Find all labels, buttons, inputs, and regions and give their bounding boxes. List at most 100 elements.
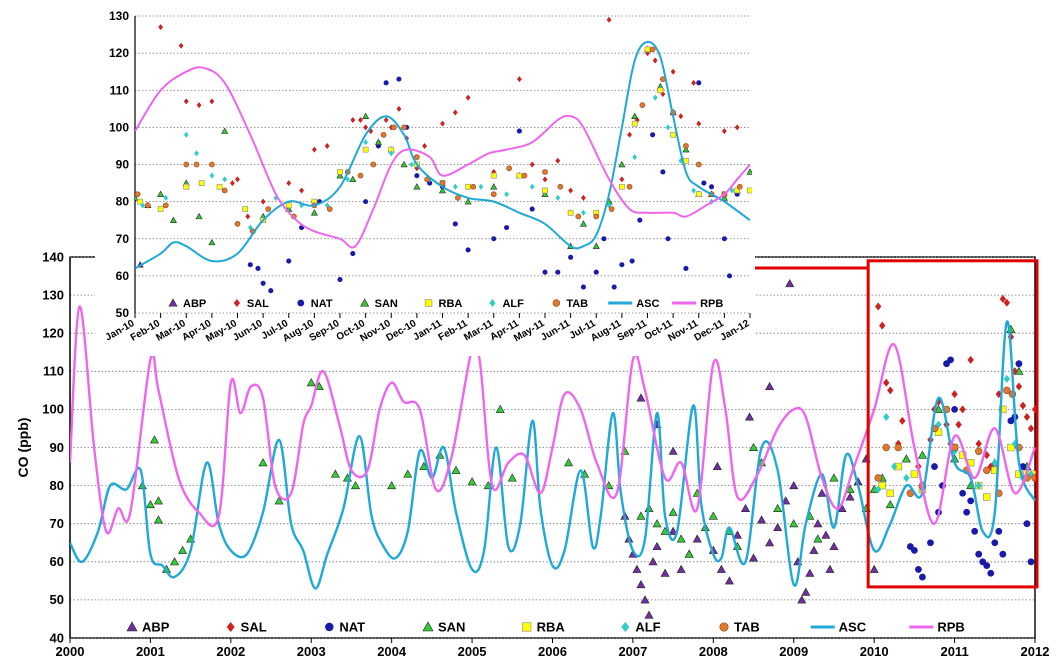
point-san <box>579 220 587 227</box>
point-abp <box>757 515 767 524</box>
legend-item-asc: ASC <box>608 298 660 310</box>
point-rba <box>198 180 205 186</box>
point-alf <box>388 150 394 157</box>
inset-chart: 5060708090100110120130Jan-10Feb-10Mar-10… <box>95 0 755 356</box>
line-asc <box>135 40 751 270</box>
point-rba <box>619 183 625 190</box>
point-san <box>773 503 783 512</box>
point-sal <box>516 76 522 83</box>
point-nat <box>286 258 292 264</box>
point-sal <box>959 405 966 414</box>
point-tab <box>874 474 882 482</box>
point-tab <box>649 46 656 53</box>
legend-label: RBA <box>537 620 566 635</box>
point-rba <box>337 169 343 175</box>
point-alf <box>1003 374 1011 383</box>
point-sal <box>975 439 982 448</box>
point-sal <box>452 109 458 116</box>
point-nat <box>504 225 510 231</box>
legend-item-sal: SAL <box>233 298 269 310</box>
line-asc <box>70 320 1037 590</box>
legend-label: TAB <box>566 298 588 310</box>
point-san <box>813 534 823 543</box>
point-nat <box>987 569 995 577</box>
point-sal <box>883 378 890 387</box>
legend-label: ABP <box>183 298 206 310</box>
point-nat <box>665 236 671 242</box>
highlight-box <box>866 259 1039 589</box>
x-tick-label: 2007 <box>618 644 647 659</box>
point-rba <box>216 183 223 190</box>
point-tab <box>390 124 397 131</box>
y-tick-label: 120 <box>109 46 129 60</box>
point-alf <box>183 131 189 138</box>
point-abp <box>712 461 722 471</box>
point-rba <box>183 183 190 190</box>
legend-item-alf: ALF <box>489 298 524 310</box>
point-abp <box>845 492 855 501</box>
point-alf <box>883 413 890 422</box>
legend-label: NAT <box>311 298 333 310</box>
point-abp <box>829 541 839 551</box>
point-abp <box>773 522 783 532</box>
point-nat <box>601 236 607 242</box>
point-abp <box>813 519 823 528</box>
point-sal <box>465 94 471 101</box>
point-san <box>336 172 344 179</box>
point-san <box>676 534 686 543</box>
legend-item-asc: ASC <box>810 620 867 635</box>
point-sal <box>874 302 882 311</box>
point-abp <box>648 557 658 566</box>
point-nat <box>931 463 938 470</box>
point-san <box>330 469 340 478</box>
point-nat <box>1027 558 1035 566</box>
point-san <box>682 146 690 153</box>
point-tab <box>265 206 272 212</box>
point-abp <box>801 587 811 596</box>
x-tick-label: 2009 <box>779 644 808 659</box>
point-tab <box>506 165 512 172</box>
point-tab <box>882 443 890 452</box>
point-abp <box>668 526 678 535</box>
point-nat <box>951 406 958 413</box>
legend-swatch <box>719 622 729 632</box>
legend-item-rba: RBA <box>522 620 565 635</box>
y-tick-label: 80 <box>50 478 64 493</box>
point-san <box>901 454 911 463</box>
point-alf <box>729 187 735 194</box>
legend-label: NAT <box>339 620 365 635</box>
legend-swatch <box>126 621 138 632</box>
point-san <box>274 496 284 505</box>
x-tick-label: 2001 <box>136 644 165 659</box>
point-alf <box>163 194 169 201</box>
point-san <box>789 519 799 528</box>
y-axis-label: CO (ppb) <box>15 418 31 478</box>
legend-swatch <box>522 622 532 632</box>
point-san <box>413 183 421 190</box>
y-tick-label: 120 <box>42 326 64 341</box>
point-sal <box>734 124 740 131</box>
legend-swatch <box>360 298 370 307</box>
point-san <box>403 469 413 478</box>
point-tab <box>234 221 241 227</box>
point-sal <box>383 116 389 123</box>
legend-swatch <box>233 299 241 307</box>
y-tick-label: 40 <box>50 630 64 645</box>
point-sal <box>691 79 697 86</box>
point-rba <box>934 428 943 436</box>
point-alf <box>478 183 484 190</box>
point-nat <box>465 247 471 253</box>
point-san <box>362 112 370 119</box>
point-abp <box>732 530 742 539</box>
point-nat <box>383 80 389 86</box>
point-nat <box>337 277 343 283</box>
point-sal <box>581 194 586 201</box>
point-sal <box>1023 413 1031 422</box>
point-san <box>169 216 177 223</box>
point-tab <box>193 161 200 168</box>
point-rba <box>242 206 249 212</box>
point-sal <box>955 420 962 429</box>
point-san <box>221 127 229 134</box>
legend-item-alf: ALF <box>621 620 661 635</box>
point-sal <box>696 120 702 127</box>
